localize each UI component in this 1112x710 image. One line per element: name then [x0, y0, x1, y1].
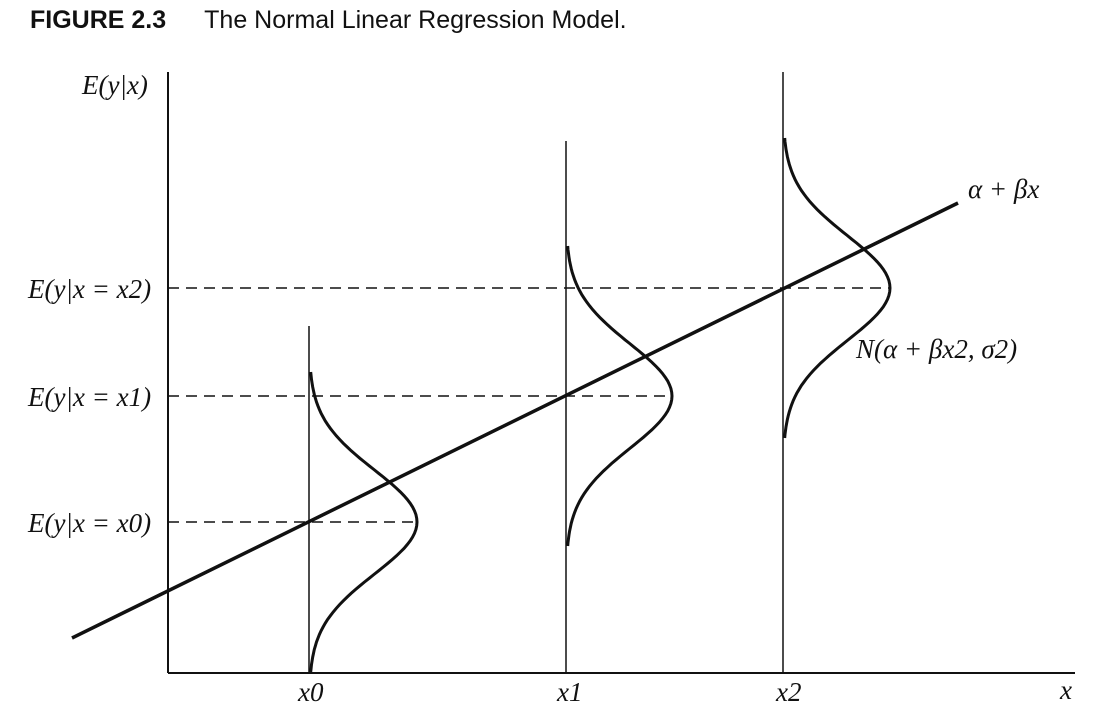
x-axis-label: x [1059, 675, 1072, 705]
normal-density-curve-x0 [309, 371, 419, 673]
normal-density-curve-x1 [566, 245, 674, 547]
regression-line-label: α + βx [968, 174, 1039, 204]
regression-line [71, 201, 959, 640]
level-label-x1: E(y|x = x1) [27, 382, 151, 412]
figure-title: The Normal Linear Regression Model. [204, 6, 627, 34]
figure-number: FIGURE 2.3 [30, 6, 167, 34]
level-label-x2: E(y|x = x2) [27, 274, 151, 304]
x-tick-label-x1: x1 [556, 677, 582, 707]
x-tick-label-x2: x2 [775, 677, 801, 707]
normal-density-curve-x2 [783, 137, 892, 439]
x-tick-label-x0: x0 [297, 677, 324, 707]
level-label-x0: E(y|x = x0) [27, 508, 151, 538]
figure-caption: FIGURE 2.3 The Normal Linear Regression M… [30, 6, 627, 35]
density-label: N(α + βx2, σ2) [855, 334, 1017, 364]
y-axis-label: E(y|x) [81, 70, 148, 100]
